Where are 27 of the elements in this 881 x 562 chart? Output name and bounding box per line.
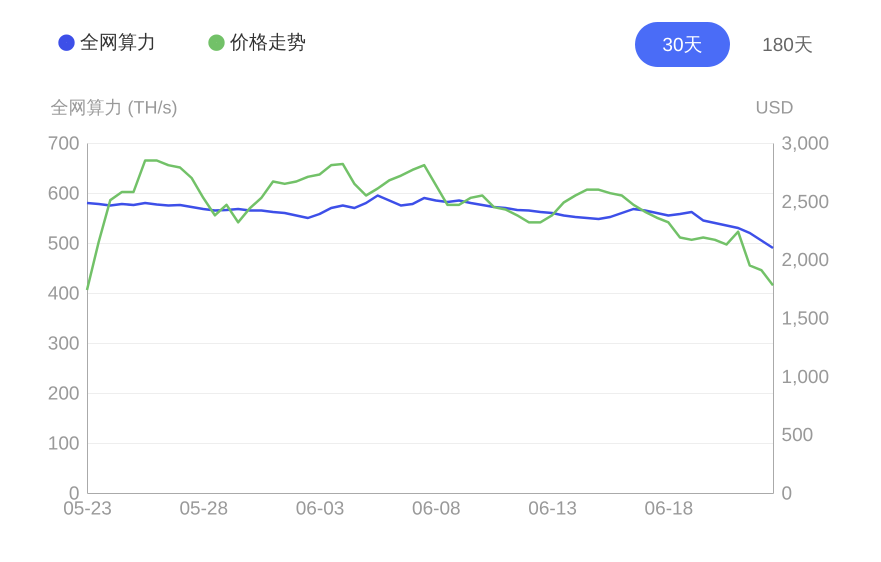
legend-label: 价格走势 [229, 32, 306, 54]
line-series [86, 194, 774, 250]
y2-tick-label: 1,000 [782, 366, 830, 388]
y2-axis-title: USD [755, 98, 794, 118]
x-tick-label: 05-28 [179, 498, 228, 520]
x-tick-label: 06-03 [296, 498, 344, 520]
y2-tick-label: 2,000 [782, 250, 830, 272]
y2-tick-label: 2,500 [782, 192, 830, 213]
period-button-active[interactable]: 30天 [635, 22, 730, 67]
period-button[interactable]: 180天 [745, 22, 830, 67]
y-tick-label: 100 [48, 434, 80, 454]
y-tick-label: 700 [48, 134, 80, 154]
y-tick-label: 300 [48, 334, 80, 354]
line-series [86, 159, 774, 292]
legend-label: 全网算力 [80, 32, 156, 54]
x-tick-label: 06-08 [412, 498, 461, 520]
y-axis-title: 全网算力 (TH/s) [50, 98, 178, 118]
y2-tick-label: 1,500 [782, 308, 830, 330]
y2-tick-label: 500 [782, 425, 814, 446]
y2-tick-label: 0 [782, 484, 792, 504]
y-tick-label: 200 [48, 384, 80, 404]
y-tick-label: 400 [48, 284, 80, 304]
y-tick-label: 600 [48, 184, 80, 204]
y2-tick-label: 3,000 [782, 134, 830, 154]
y-tick-label: 500 [48, 234, 80, 254]
x-tick-label: 06-13 [528, 498, 577, 520]
x-tick-label: 06-18 [644, 498, 694, 520]
